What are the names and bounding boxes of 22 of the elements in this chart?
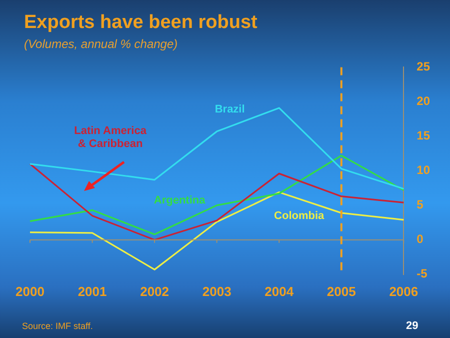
x-tick-label: 2002: [140, 284, 170, 299]
y-tick-label: 10: [416, 163, 430, 178]
x-tick-label: 2003: [202, 284, 232, 299]
series-label: Argentina: [154, 194, 206, 206]
x-tick-label: 2001: [78, 284, 107, 299]
y-tick-label: 20: [416, 94, 430, 108]
y-tick-label: 25: [416, 60, 430, 74]
source-note: Source: IMF staff.: [22, 321, 93, 331]
y-tick-label: 15: [416, 128, 430, 143]
x-tick-label: 2004: [264, 284, 294, 299]
chart-subtitle: (Volumes, annual % change): [24, 37, 178, 51]
y-tick-label: 5: [416, 198, 424, 212]
text: Latin America & Caribbean: [74, 125, 148, 150]
series-label: Brazil: [214, 103, 245, 116]
y-tick-label: 0: [416, 232, 424, 246]
x-tick-label: 2006: [389, 284, 418, 299]
series-label: Colombia: [274, 210, 326, 222]
x-tick-label: 2005: [326, 284, 356, 299]
x-tick-label: 2000: [16, 284, 44, 299]
y-tick-label: -5: [416, 266, 428, 281]
chart-title: Exports have been robust: [24, 12, 258, 34]
text: 29: [406, 320, 418, 332]
